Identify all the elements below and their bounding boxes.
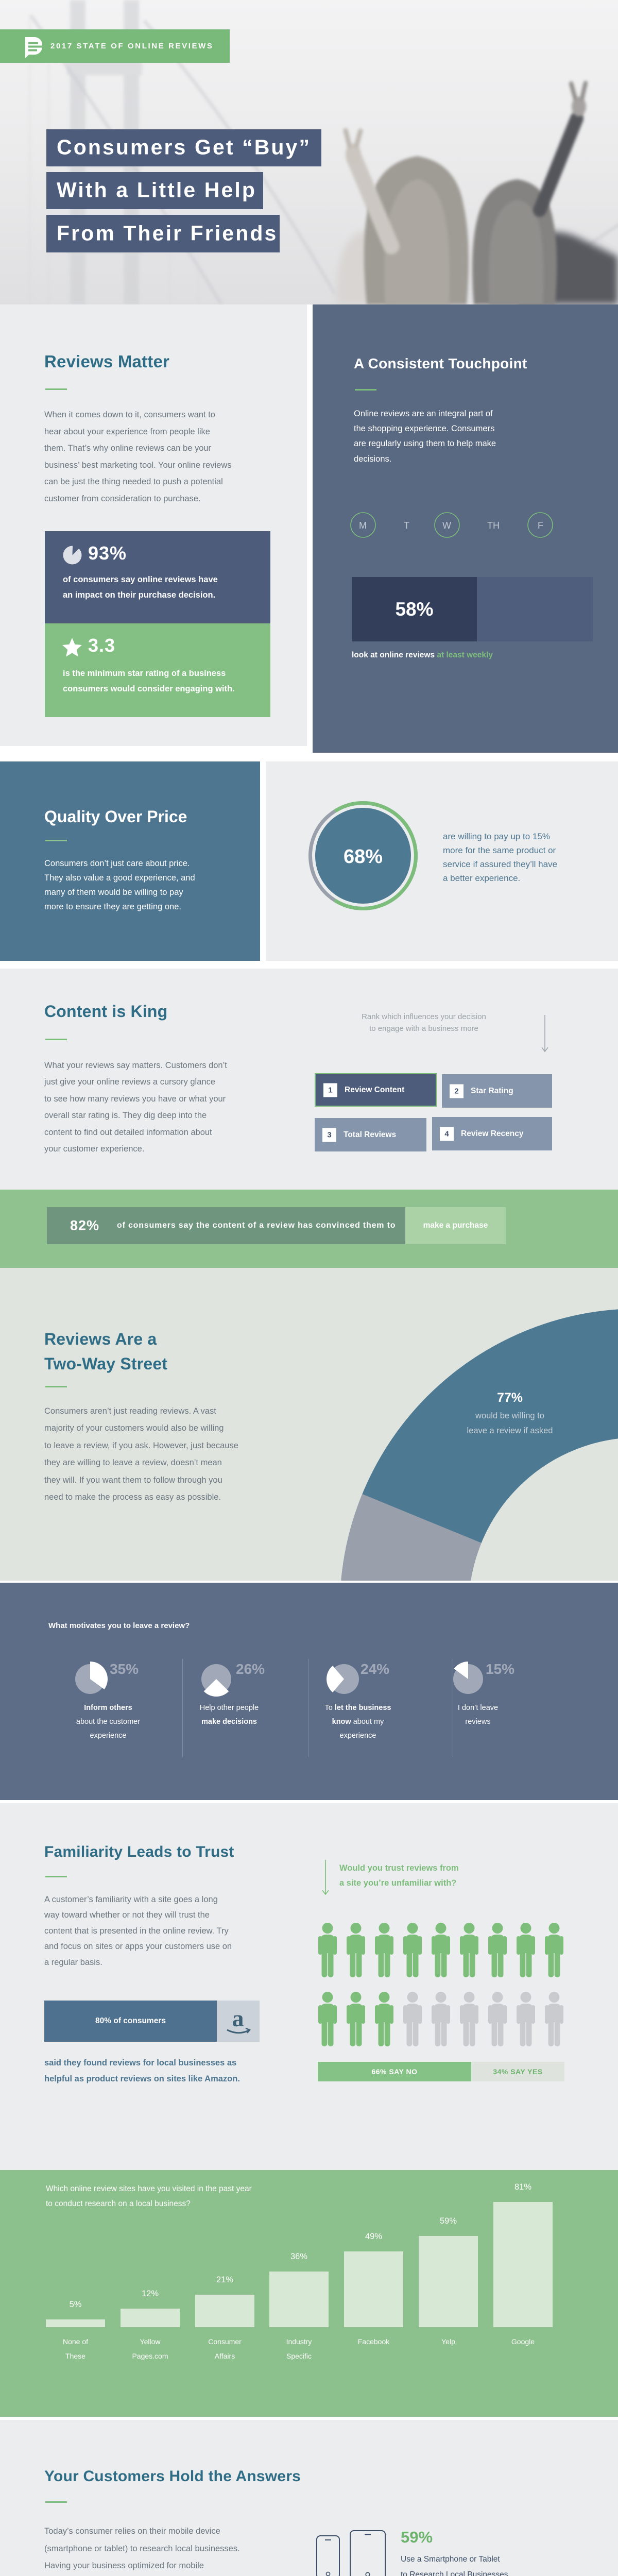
- svg-text:a: a: [232, 2005, 244, 2031]
- svg-text:68%: 68%: [344, 846, 383, 868]
